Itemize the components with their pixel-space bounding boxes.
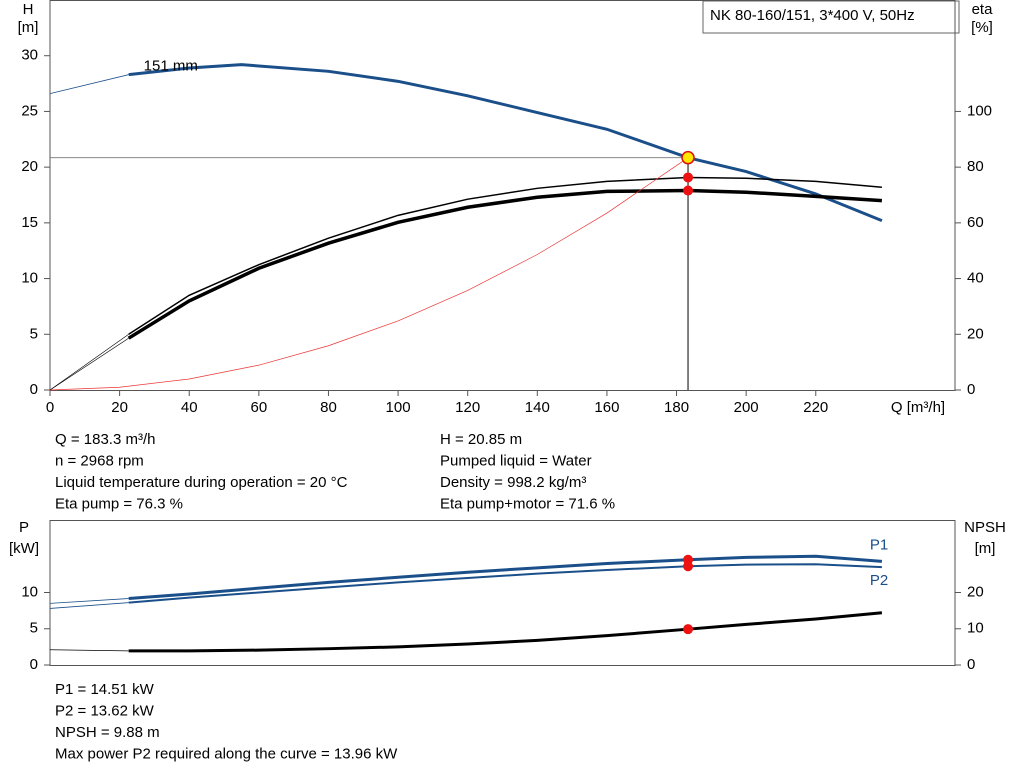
curve xyxy=(127,188,883,340)
y2-axis-unit: [%] xyxy=(971,19,993,36)
x-tick-label: 0 xyxy=(46,399,54,416)
info-line: NPSH = 9.88 m xyxy=(55,724,160,741)
info-line: H = 20.85 m xyxy=(440,431,522,448)
info-line: Max power P2 required along the curve = … xyxy=(55,745,398,762)
y-axis-unit: [m] xyxy=(18,19,39,36)
y-axis-label: P xyxy=(19,519,29,536)
x-tick-label: 180 xyxy=(664,399,689,416)
y-tick-label: 25 xyxy=(21,102,38,119)
x-tick-label: 120 xyxy=(455,399,480,416)
curve xyxy=(49,157,689,391)
curve xyxy=(128,554,883,601)
y2-tick-label: 80 xyxy=(967,158,984,175)
operating-point xyxy=(683,185,694,196)
y-tick-label: 10 xyxy=(21,583,38,600)
y-tick-label: 15 xyxy=(21,214,38,231)
x-tick-label: 80 xyxy=(320,399,337,416)
operating-point xyxy=(681,150,695,165)
x-tick-label: 100 xyxy=(386,399,411,416)
curve xyxy=(49,598,129,604)
plot-frame xyxy=(49,0,956,391)
curve xyxy=(128,63,883,223)
y2-tick-label: 20 xyxy=(967,583,984,600)
operating-point xyxy=(683,561,694,572)
y-tick-label: 10 xyxy=(21,270,38,287)
info-line: Eta pump = 76.3 % xyxy=(55,495,183,512)
info-line: Pumped liquid = Water xyxy=(440,452,592,469)
info-line: Liquid temperature during operation = 20… xyxy=(55,474,348,491)
y2-tick-label: 0 xyxy=(967,381,975,398)
y2-tick-label: 60 xyxy=(967,214,984,231)
curve xyxy=(128,176,882,335)
y2-tick-label: 40 xyxy=(967,270,984,287)
x-tick-label: 160 xyxy=(594,399,619,416)
y-tick-label: 20 xyxy=(21,158,38,175)
x-tick-label: 40 xyxy=(181,399,198,416)
title: NK 80-160/151, 3*400 V, 50Hz xyxy=(710,7,915,24)
y-axis-label: H xyxy=(23,1,34,18)
info-line: P2 = 13.62 kW xyxy=(55,702,155,719)
x-tick-label: 200 xyxy=(734,399,759,416)
curve-label: 151 mm xyxy=(144,58,198,75)
y2-tick-label: 0 xyxy=(967,656,975,673)
curve xyxy=(49,649,129,652)
curve xyxy=(49,337,129,391)
curve-label: P2 xyxy=(870,572,888,589)
curve xyxy=(128,611,883,653)
curve xyxy=(128,563,882,604)
x-axis-label: Q [m³/h] xyxy=(891,399,945,416)
info-line: Eta pump+motor = 71.6 % xyxy=(440,495,615,512)
y2-axis-unit: [m] xyxy=(975,540,996,557)
operating-point xyxy=(683,624,694,635)
info-line: Density = 998.2 kg/m³ xyxy=(440,474,586,491)
x-tick-label: 220 xyxy=(803,399,828,416)
curve xyxy=(49,74,129,94)
x-tick-label: 140 xyxy=(525,399,550,416)
x-tick-label: 60 xyxy=(251,399,268,416)
x-tick-label: 20 xyxy=(111,399,128,416)
curve-label: P1 xyxy=(870,536,888,553)
title-box xyxy=(702,0,960,34)
curve xyxy=(49,602,129,609)
y2-axis-label: NPSH xyxy=(964,519,1006,536)
y2-tick-label: 20 xyxy=(967,325,984,342)
y-tick-label: 0 xyxy=(30,381,38,398)
y-tick-label: 5 xyxy=(30,325,38,342)
info-line: Q = 183.3 m³/h xyxy=(55,431,155,448)
y2-tick-label: 100 xyxy=(967,102,992,119)
y-axis-unit: [kW] xyxy=(9,540,39,557)
info-line: n = 2968 rpm xyxy=(55,452,144,469)
y2-axis-label: eta xyxy=(972,1,994,18)
curve xyxy=(49,334,129,391)
info-line: P1 = 14.51 kW xyxy=(55,681,155,698)
y-tick-label: 5 xyxy=(30,620,38,637)
operating-point xyxy=(683,172,694,183)
y-tick-label: 0 xyxy=(30,656,38,673)
y2-tick-label: 10 xyxy=(967,620,984,637)
y-tick-label: 30 xyxy=(21,47,38,64)
